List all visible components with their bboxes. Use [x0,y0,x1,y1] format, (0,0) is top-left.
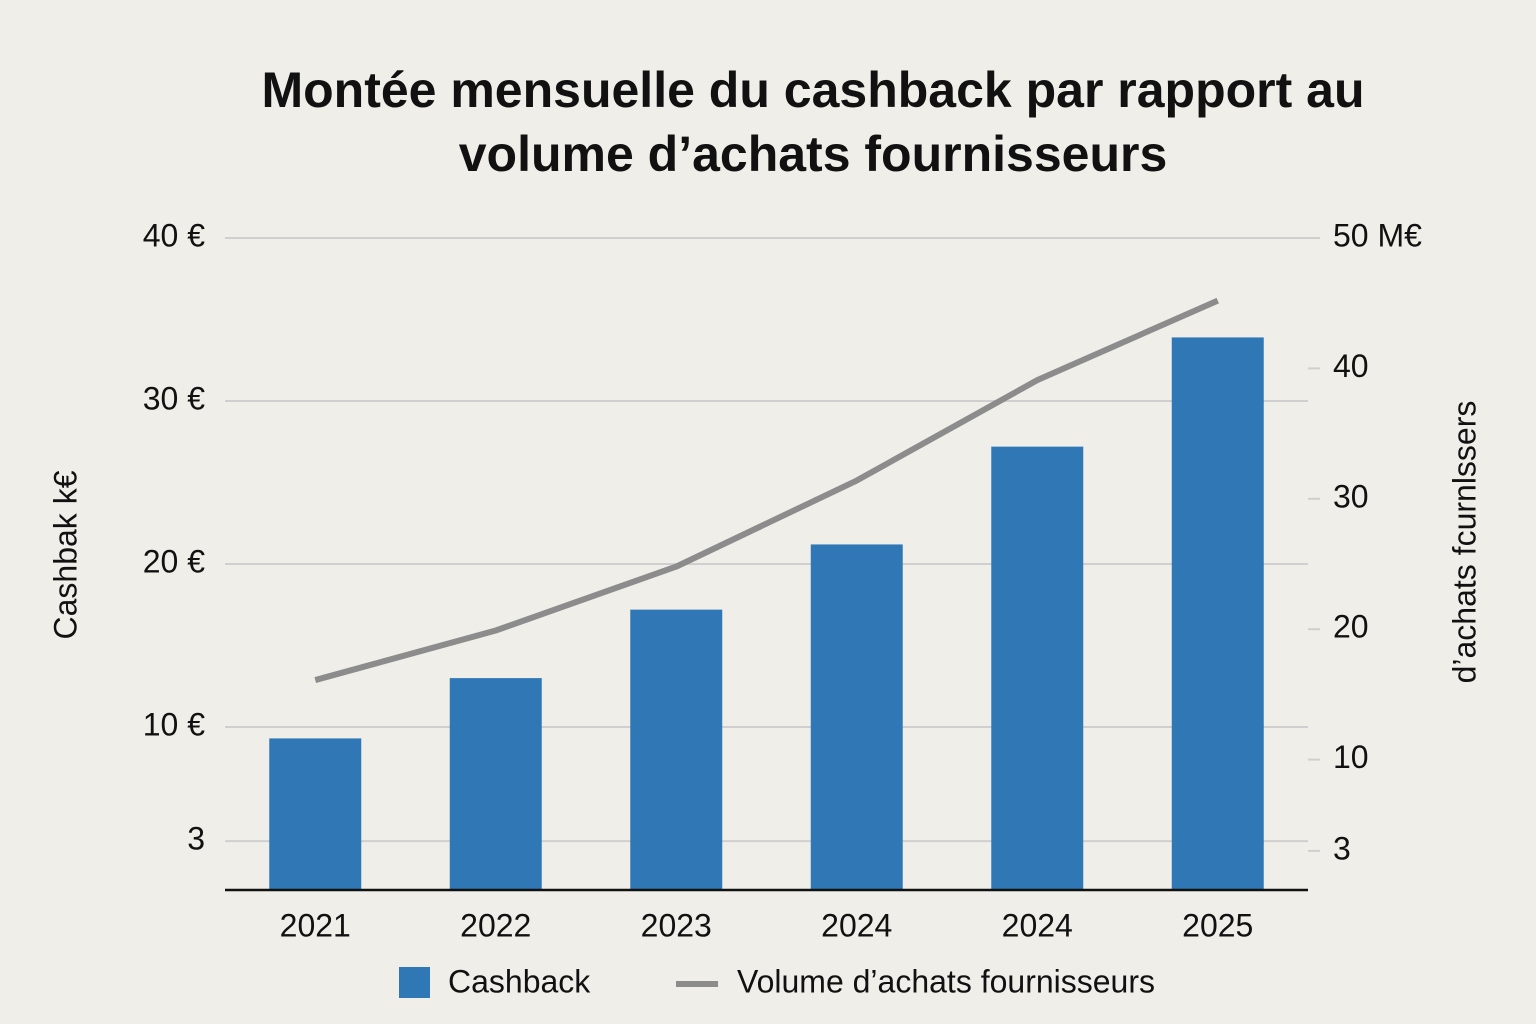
x-tick-label: 2021 [280,907,351,943]
x-tick-label: 2023 [641,907,712,943]
y-axis-label: Cashbak k€ [47,470,83,639]
x-tick-label: 2022 [460,907,531,943]
x-tick-label: 2024 [1002,907,1073,943]
y2-tick-label: 50 M€ [1333,217,1422,253]
y2-tick-label: 3 [1333,830,1351,866]
legend-label: Volume d’achats fournisseurs [737,963,1155,999]
bar [1171,337,1264,890]
legend-swatch [399,967,430,998]
chart-title: Montée mensuelle du cashback par rapport… [261,62,1365,182]
bar [810,544,903,890]
x-tick-label: 2025 [1182,907,1253,943]
y-tick-label: 20 € [143,543,205,579]
line [314,297,1219,683]
y-tick-label: 40 € [143,217,205,253]
y-tick-label: 10 € [143,706,205,742]
legend-label: Cashback [448,963,591,999]
y2-axis-label: d’achats fcurnlssers [1446,401,1482,684]
x-tick-label: 2024 [821,907,892,943]
bar [449,678,542,890]
y-tick-label: 3 [187,821,205,857]
y2-tick-label: 10 [1333,739,1369,775]
y2-tick-label: 30 [1333,478,1369,514]
bar [991,446,1084,890]
y2-tick-label: 20 [1333,609,1369,645]
bar [630,609,723,890]
y2-tick-label: 40 [1333,348,1369,384]
bar [269,738,362,890]
y-tick-label: 30 € [143,380,205,416]
